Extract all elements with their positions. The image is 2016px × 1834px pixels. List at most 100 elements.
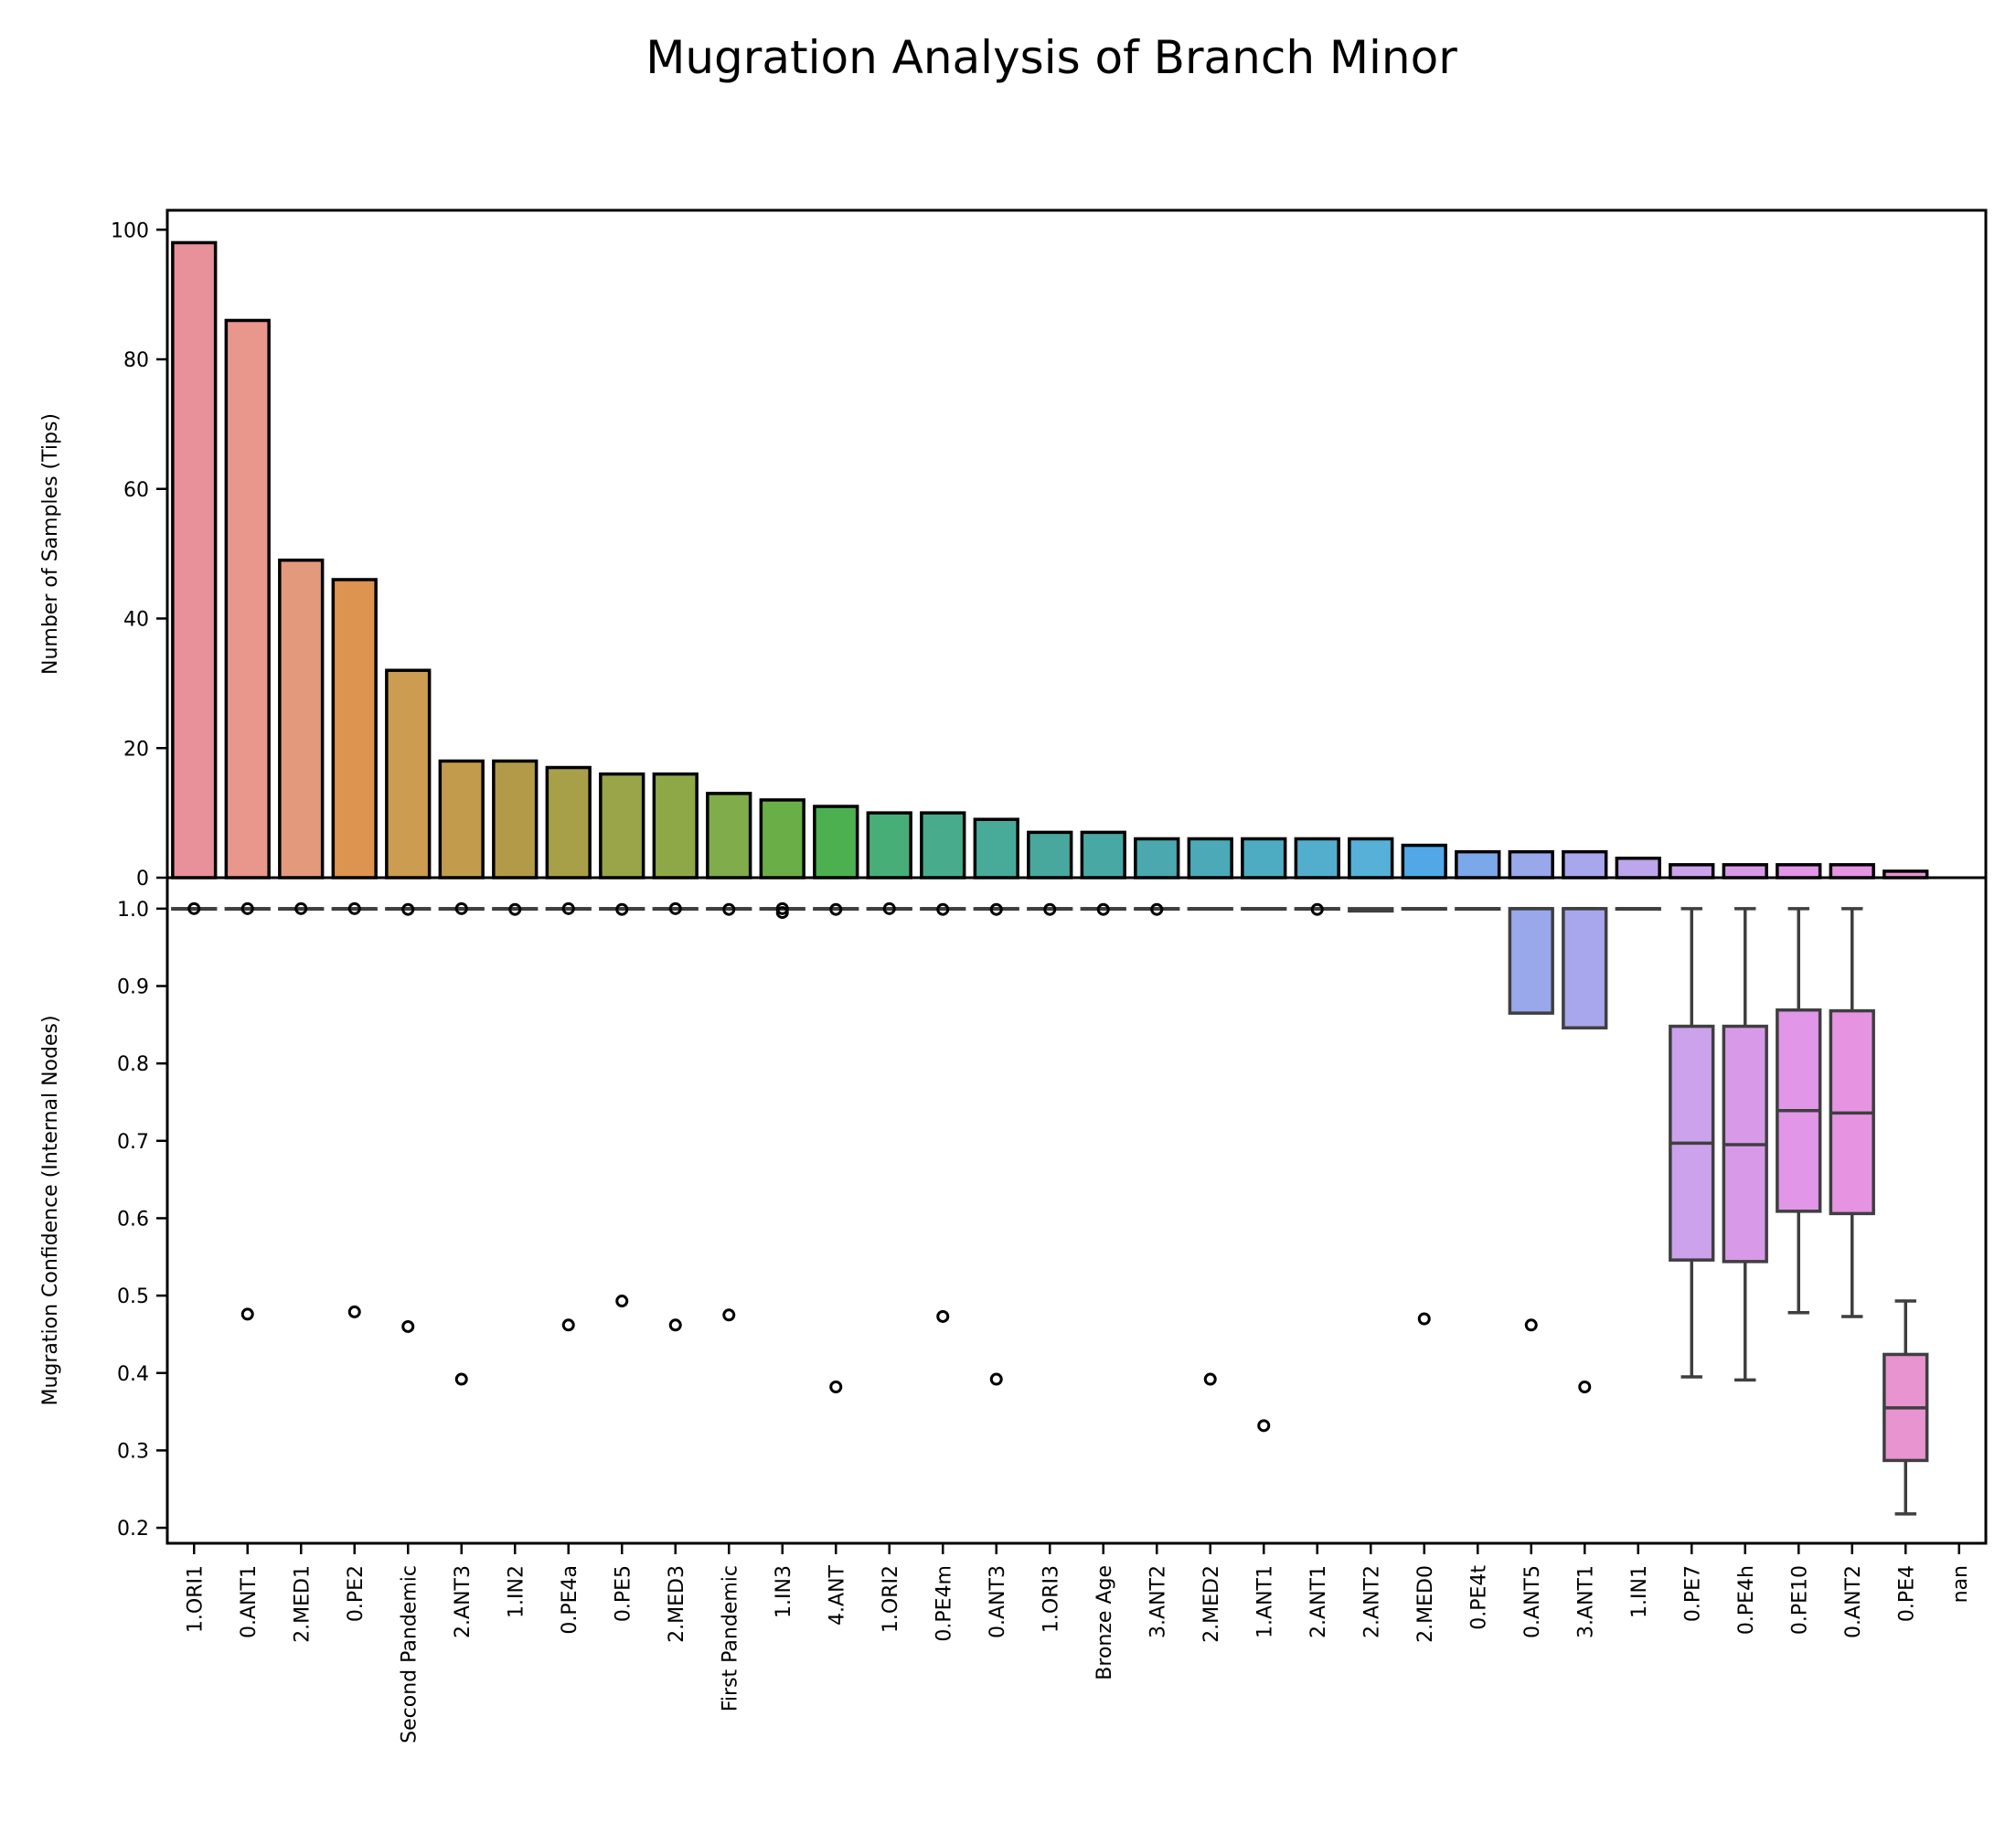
x-tick-label: 1.ORI1	[184, 1565, 207, 1633]
flier	[454, 901, 468, 915]
bar-1-ori1	[171, 240, 218, 880]
flier	[989, 902, 1003, 916]
box-2-ant3	[438, 901, 485, 1386]
flier	[936, 902, 950, 916]
box-panel-frame	[165, 876, 1988, 1545]
x-tick-label: 1.IN3	[773, 1565, 795, 1618]
box-y-tick-label: 0.8	[117, 1053, 149, 1076]
bar-0-pe5	[599, 772, 645, 880]
x-tick-label: 2.MED2	[1200, 1565, 1223, 1643]
bar-y-tick-label: 20	[123, 738, 149, 761]
x-tick-label: 2.MED1	[291, 1565, 314, 1643]
x-tick-label: 0.PE4t	[1467, 1565, 1490, 1630]
x-tick-label: 1.IN2	[505, 1565, 528, 1618]
bar-y-tick-label: 40	[123, 609, 149, 632]
flier	[240, 1307, 254, 1321]
x-tick-label: 3.ANT2	[1147, 1565, 1169, 1638]
x-tick-label: First Pandemic	[719, 1565, 741, 1711]
x-tick-label: 4.ANT	[826, 1564, 848, 1625]
bar-y-tick-label: 80	[123, 349, 149, 372]
flier	[240, 901, 254, 915]
box-0-ant3	[973, 902, 1019, 1386]
box-y-tick-label: 0.3	[117, 1440, 149, 1463]
bar-2-med3	[652, 772, 699, 880]
x-tick-label: 0.PE4h	[1735, 1565, 1758, 1635]
flier	[882, 901, 896, 915]
bar-1-ant1	[1241, 837, 1287, 880]
flier	[615, 1295, 629, 1308]
x-tick-label: 2.ANT3	[452, 1565, 475, 1638]
box-1-in2	[492, 902, 539, 916]
flier	[829, 1381, 843, 1394]
box-y-axis-label: Mugration Confidence (Internal Nodes)	[39, 1015, 62, 1405]
x-tick-label: 1.IN1	[1628, 1565, 1651, 1618]
box-1-in1	[1615, 907, 1661, 912]
flier	[401, 902, 415, 916]
bar-1-in1	[1615, 856, 1661, 880]
box-2-ant1	[1294, 902, 1340, 916]
bar-1-ori2	[866, 811, 912, 880]
flier	[1578, 1381, 1592, 1394]
x-tick-label: 2.ANT2	[1360, 1565, 1383, 1638]
box-y-tick-label: 0.6	[117, 1208, 149, 1231]
box-2-med3	[652, 901, 699, 1332]
x-tick-label: 0.PE4	[1895, 1565, 1918, 1622]
x-tick-label: 1.ANT1	[1253, 1565, 1276, 1638]
flier	[722, 902, 736, 916]
box-0-pe4a	[545, 901, 592, 1332]
box-4-ant	[813, 902, 859, 1394]
flier	[1150, 902, 1164, 916]
bar-bronze-age	[1080, 830, 1126, 880]
x-tick-label: 2.MED3	[666, 1565, 688, 1643]
bar-second-pandemic	[385, 668, 432, 880]
x-tick-label: 3.ANT1	[1574, 1565, 1597, 1638]
bar-1-in3	[759, 798, 805, 880]
bar-0-pe4a	[545, 765, 592, 880]
box-y-tick-label: 0.9	[117, 976, 149, 999]
flier	[561, 901, 575, 915]
bar-2-med2	[1187, 837, 1233, 880]
flier	[347, 1305, 361, 1318]
flier	[508, 902, 522, 916]
box-second-pandemic	[385, 902, 432, 1333]
x-tick-label: 0.PE7	[1681, 1565, 1704, 1622]
bar-2-ant2	[1348, 837, 1394, 880]
bar-0-pe7	[1669, 863, 1715, 880]
box-y-tick-label: 1.0	[117, 899, 149, 922]
flier	[1524, 1318, 1538, 1332]
bar-first-pandemic	[706, 792, 752, 880]
x-tick-label: 2.MED0	[1414, 1565, 1437, 1643]
bar-y-tick-label: 60	[123, 479, 149, 502]
flier	[668, 901, 682, 915]
bar-1-in2	[492, 759, 539, 880]
box-0-pe7	[1669, 907, 1715, 1379]
box-2-med2	[1187, 907, 1233, 1386]
bar-0-pe4t	[1455, 849, 1501, 880]
box-2-med1	[278, 901, 325, 915]
box-0-ant2	[1829, 907, 1875, 1318]
x-tick-label: 0.PE4m	[933, 1565, 955, 1642]
flier	[454, 1372, 468, 1386]
box-3-ant2	[1134, 902, 1180, 916]
bar-y-tick-label: 100	[111, 219, 149, 242]
flier	[775, 906, 789, 920]
box-body	[1562, 907, 1608, 1029]
flier	[829, 902, 843, 916]
flier	[1096, 902, 1110, 916]
bar-0-pe10	[1776, 863, 1822, 880]
flier	[1417, 1312, 1431, 1326]
box-0-pe2	[331, 901, 378, 1318]
flier	[1257, 1419, 1271, 1433]
box-1-ori1	[171, 901, 218, 915]
bar-0-ant2	[1829, 863, 1875, 880]
box-2-ant2	[1348, 907, 1394, 913]
flier	[561, 1318, 575, 1332]
flier	[615, 902, 629, 916]
x-tick-label: 0.PE5	[612, 1565, 635, 1622]
bar-0-ant1	[224, 318, 271, 880]
box-0-ant1	[224, 901, 271, 1321]
bar-0-ant3	[973, 817, 1019, 880]
x-tick-label: 0.ANT1	[238, 1565, 261, 1638]
box-0-ant5	[1508, 907, 1554, 1332]
